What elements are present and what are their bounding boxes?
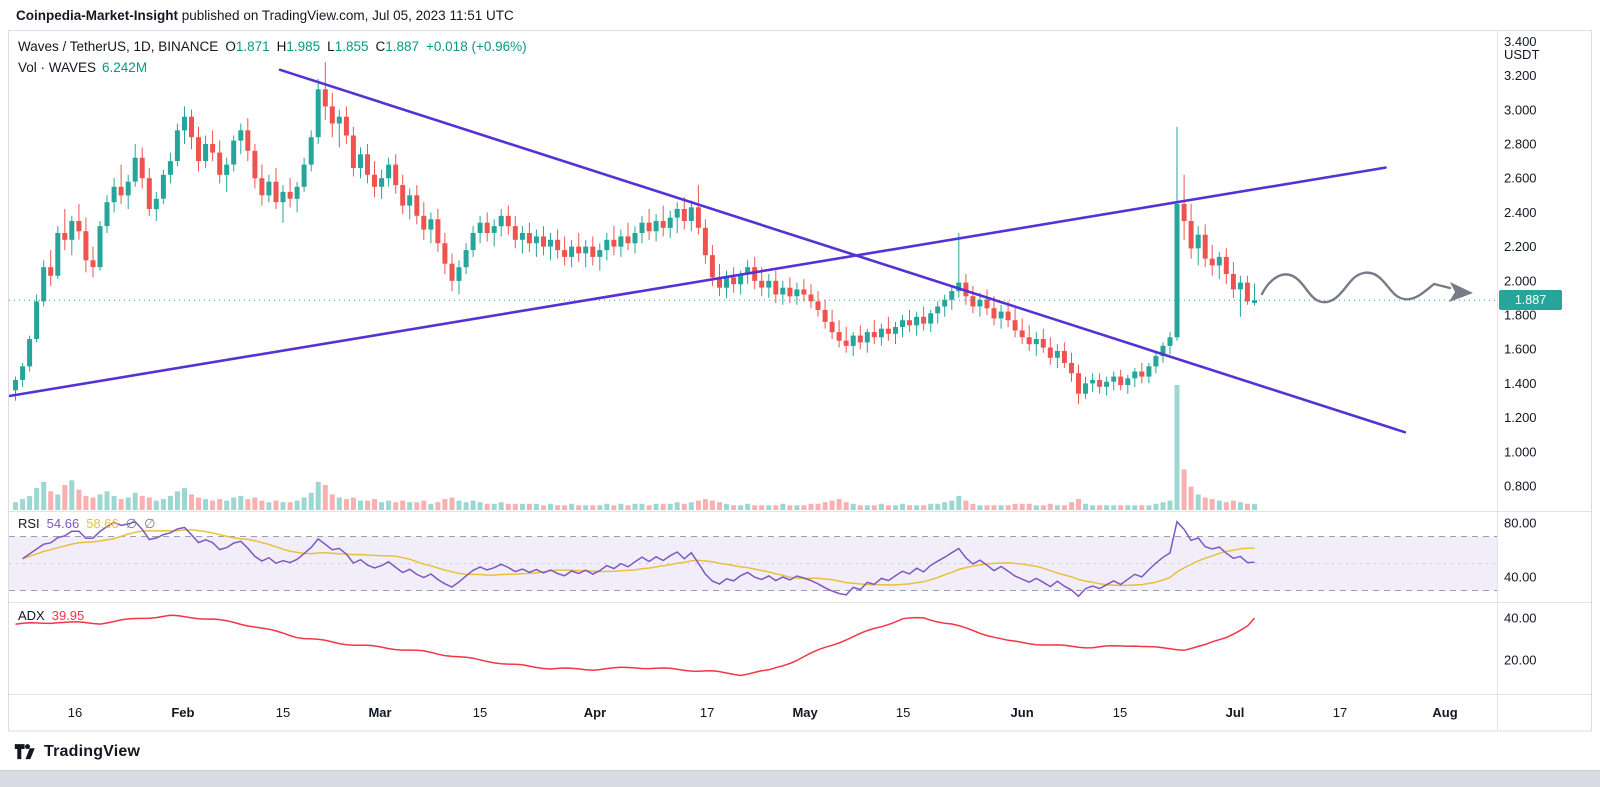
price-axis[interactable]: 3.400 3.200 3.000 2.800 2.600 2.400 2.200 2.000… (1504, 34, 1539, 494)
svg-text:2.400: 2.400 (1504, 205, 1537, 220)
svg-text:40.00: 40.00 (1504, 570, 1537, 585)
adx-pane[interactable] (15, 614, 1256, 677)
rsi-line (22, 520, 1255, 598)
svg-text:Jul: Jul (1226, 705, 1245, 720)
svg-text:1.200: 1.200 (1504, 410, 1537, 425)
adx-axis[interactable]: 40.00 20.00 (1504, 611, 1537, 668)
svg-text:Jun: Jun (1011, 705, 1034, 720)
trendlines[interactable] (9, 68, 1407, 434)
volume-layer[interactable] (13, 385, 1257, 511)
publish-banner: Coinpedia-Market-Insight published on Tr… (16, 8, 514, 23)
footer: TradingView (14, 738, 140, 766)
chart-card-border (8, 30, 1592, 732)
svg-text:15: 15 (276, 705, 290, 720)
svg-text:3.000: 3.000 (1504, 102, 1537, 117)
candles-layer[interactable] (13, 61, 1257, 404)
publisher-name[interactable]: Coinpedia-Market-Insight (16, 8, 179, 23)
svg-text:Feb: Feb (171, 705, 194, 720)
svg-text:Apr: Apr (584, 705, 606, 720)
svg-text:3.400: 3.400 (1504, 34, 1537, 49)
last-price-badge: 1.887 (1499, 290, 1562, 310)
svg-text:1.000: 1.000 (1504, 444, 1537, 459)
svg-text:2.200: 2.200 (1504, 239, 1537, 254)
rsi-band (9, 536, 1497, 591)
svg-text:1.400: 1.400 (1504, 376, 1537, 391)
price-unit-label: USDT (1504, 47, 1539, 62)
adx-line (15, 614, 1256, 677)
rsi-pane[interactable] (22, 520, 1255, 598)
svg-text:3.200: 3.200 (1504, 68, 1537, 83)
rsi-ma-line (22, 529, 1255, 587)
svg-text:Aug: Aug (1432, 705, 1457, 720)
svg-text:15: 15 (1113, 705, 1127, 720)
trend-arrow[interactable] (1260, 271, 1473, 304)
rsi-axis[interactable]: 80.00 40.00 (1504, 516, 1537, 585)
svg-text:80.00: 80.00 (1504, 516, 1537, 531)
svg-text:2.800: 2.800 (1504, 137, 1537, 152)
svg-text:0.800: 0.800 (1504, 479, 1537, 494)
svg-text:17: 17 (1333, 705, 1347, 720)
svg-text:2.000: 2.000 (1504, 273, 1537, 288)
svg-text:16: 16 (68, 705, 82, 720)
svg-text:40.00: 40.00 (1504, 611, 1537, 626)
svg-text:Mar: Mar (368, 705, 391, 720)
time-axis[interactable]: 16 Feb 15 Mar 15 Apr 17 May 15 Jun 15 Jul 17 Aug (68, 705, 1458, 720)
svg-text:15: 15 (896, 705, 910, 720)
svg-text:1.600: 1.600 (1504, 342, 1537, 357)
svg-text:1.800: 1.800 (1504, 308, 1537, 323)
tradingview-logo-icon[interactable] (14, 742, 36, 762)
svg-text:20.00: 20.00 (1504, 653, 1537, 668)
scroll-strip[interactable] (0, 770, 1600, 787)
svg-text:17: 17 (700, 705, 714, 720)
svg-text:15: 15 (473, 705, 487, 720)
svg-text:May: May (792, 705, 818, 720)
tradingview-wordmark[interactable]: TradingView (44, 743, 141, 760)
svg-text:2.600: 2.600 (1504, 171, 1537, 186)
publish-meta: published on TradingView.com, Jul 05, 20… (178, 8, 514, 23)
